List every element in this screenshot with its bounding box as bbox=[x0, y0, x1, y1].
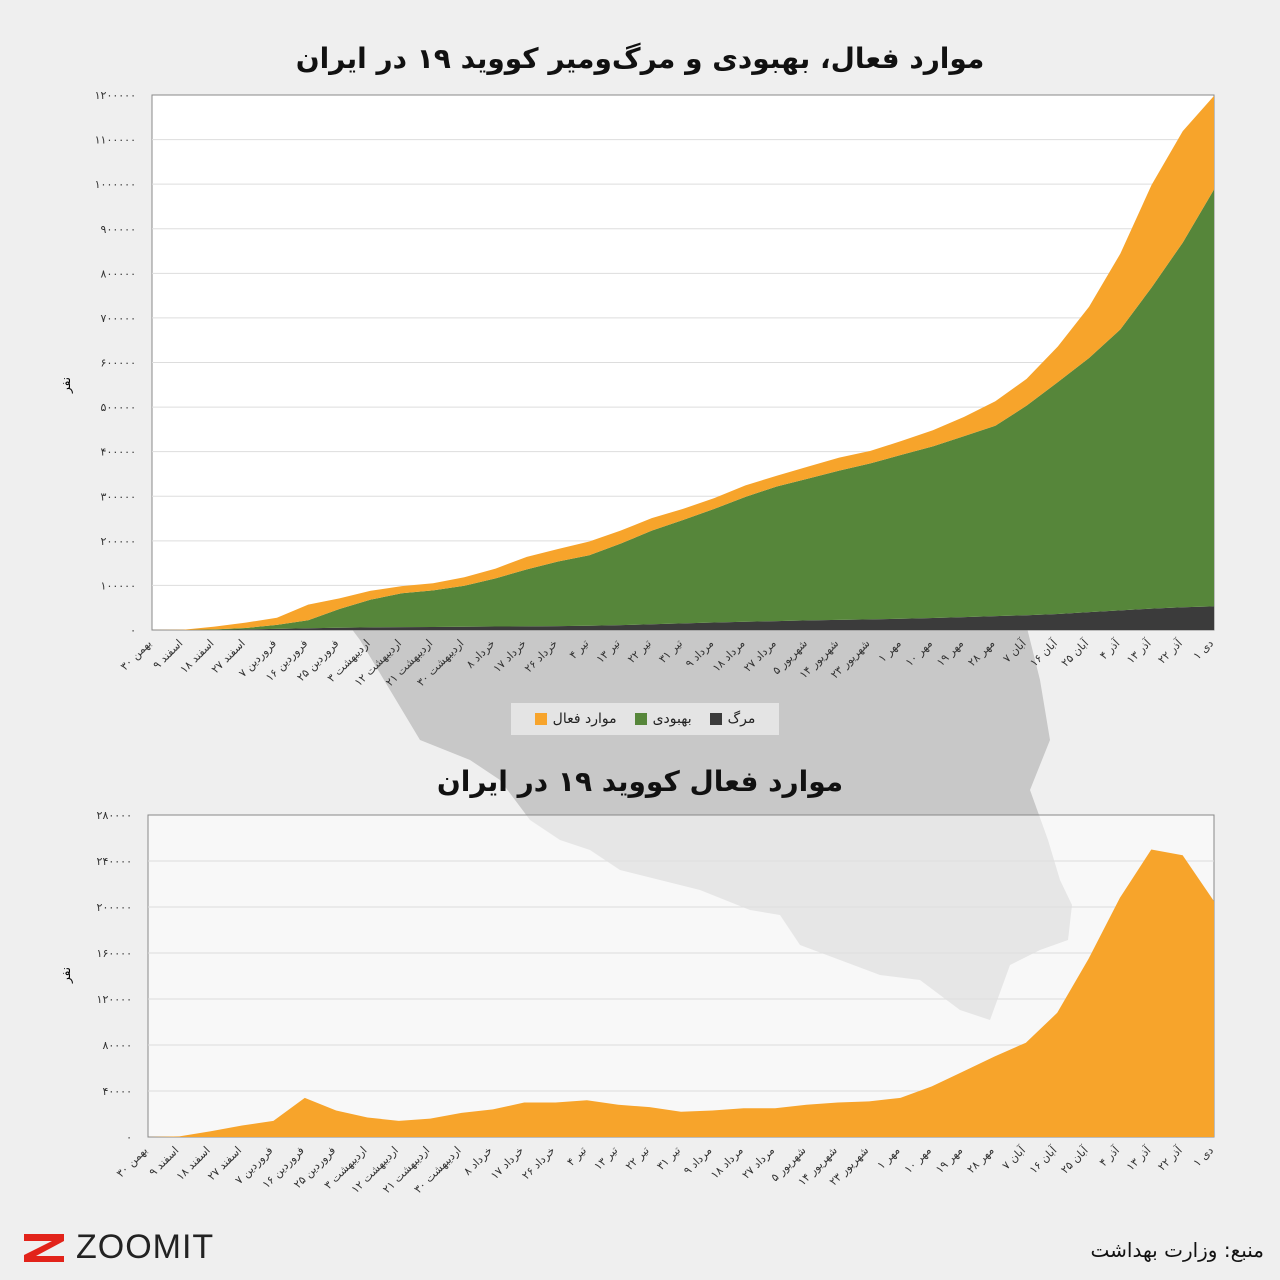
source-credit: منبع: وزارت بهداشت bbox=[1090, 1238, 1264, 1262]
x-tick-label: ۱۷ خرداد bbox=[488, 1144, 526, 1182]
y-tick-label: ۱۶۰۰۰۰ bbox=[97, 947, 132, 960]
x-tick-label: ۲۸ مهر bbox=[965, 1144, 997, 1176]
x-tick-label: ۱۸ مرداد bbox=[708, 1144, 746, 1182]
area-series bbox=[148, 849, 1214, 1137]
legend-label-active: موارد فعال bbox=[552, 711, 617, 727]
y-tick-label: ۷۰۰۰۰۰ bbox=[101, 312, 136, 325]
x-tick-label: ۴ تیر bbox=[564, 1144, 589, 1169]
y-tick-label: ۴۰۰۰۰۰ bbox=[101, 446, 136, 459]
x-tick-label: ۱۳ آذر bbox=[1123, 1143, 1154, 1174]
legend-swatch-active bbox=[534, 713, 547, 725]
zoomit-logo-text: ZOOMIT bbox=[76, 1228, 215, 1266]
y-tick-label: ۲۴۰۰۰۰ bbox=[97, 855, 132, 868]
zoomit-logo: ZOOMIT bbox=[22, 1228, 214, 1267]
x-tick-label: ۲۲ تیر bbox=[623, 1144, 652, 1173]
y-tick-label: ۲۰۰۰۰۰ bbox=[97, 901, 132, 914]
y-tick-label: ۵۰۰۰۰۰ bbox=[101, 401, 136, 414]
y-tick-label: ۱۲۰۰۰۰۰ bbox=[95, 89, 136, 102]
chart1-areas bbox=[152, 95, 1214, 631]
y-tick-label: ۲۸۰۰۰۰ bbox=[97, 809, 132, 822]
x-tick-label: ۴ آذر bbox=[1096, 1143, 1123, 1170]
chart2-areas bbox=[148, 849, 1214, 1137]
legend-swatch-death bbox=[709, 713, 722, 725]
y-tick-label: ۱۱۰۰۰۰۰ bbox=[95, 134, 136, 147]
x-tick-label: ۱۸ اسفند bbox=[174, 1144, 213, 1183]
y-tick-label: ۱۰۰۰۰۰۰ bbox=[95, 178, 136, 191]
legend-label-death: مرگ bbox=[727, 711, 756, 727]
y-tick-label: ۶۰۰۰۰۰ bbox=[101, 357, 136, 370]
legend-item-recovered: بهبودی bbox=[634, 711, 692, 727]
zoomit-logo-icon bbox=[24, 1233, 64, 1262]
x-tick-label: ۳۰ بهمن bbox=[114, 1144, 150, 1180]
chart1-title: موارد فعال، بهبودی و مرگ‌ومیر کووید ۱۹ د… bbox=[295, 42, 985, 75]
chart1-y-axis-label: نفر bbox=[59, 377, 74, 394]
x-tick-label: ۱۰ مهر bbox=[902, 1144, 934, 1176]
y-tick-label: ۸۰۰۰۰۰ bbox=[101, 267, 136, 280]
y-tick-label: ۱۲۰۰۰۰ bbox=[97, 993, 132, 1006]
x-tick-label: ۷ آبان bbox=[999, 1143, 1029, 1173]
y-tick-label: ۱۰۰۰۰۰ bbox=[101, 579, 136, 592]
x-tick-label: ۱۶ آبان bbox=[1026, 1143, 1060, 1177]
legend-item-active: موارد فعال bbox=[534, 711, 617, 727]
chart1-legend: موارد فعال بهبودی مرگ bbox=[511, 703, 779, 735]
x-tick-label: ۳۱ تیر bbox=[654, 1144, 683, 1173]
y-tick-label: ۹۰۰۰۰۰ bbox=[101, 223, 136, 236]
area-series bbox=[152, 189, 1214, 630]
x-tick-label: ۱ مهر bbox=[875, 1144, 903, 1172]
x-tick-label: ۲۵ آبان bbox=[1058, 1143, 1092, 1177]
legend-swatch-recovered bbox=[634, 713, 647, 725]
x-tick-label: ۲۲ آذر bbox=[1155, 1143, 1186, 1174]
y-tick-label: ۳۰۰۰۰۰ bbox=[101, 490, 136, 503]
x-tick-label: ۲۶ خرداد bbox=[519, 1144, 557, 1182]
chart2-title: موارد فعال کووید ۱۹ در ایران bbox=[436, 765, 844, 798]
x-tick-label: ۱۳ تیر bbox=[592, 1144, 621, 1173]
chart1-plot: ۰ ۱۰۰۰۰۰ ۲۰۰۰۰۰ ۳۰۰۰۰۰ ۴۰۰۰۰۰ ۵۰۰۰۰۰ ۶۰۰۰۰۰ ۷۰۰… bbox=[59, 89, 1216, 689]
legend-item-death: مرگ bbox=[709, 711, 756, 727]
chart2-y-axis-label: نفر bbox=[59, 967, 74, 984]
x-tick-label: ۱ دی bbox=[1191, 1144, 1216, 1169]
chart2-y-ticks: ۰ ۴۰۰۰۰ ۸۰۰۰۰ ۱۲۰۰۰۰ ۱۶۰۰۰۰ ۲۰۰۰۰۰ ۲۴۰۰۰۰ ۲۸۰۰۰… bbox=[97, 809, 132, 1144]
chart2-gridlines bbox=[148, 860, 1214, 1092]
legend-label-recovered: بهبودی bbox=[652, 711, 692, 727]
x-tick-label: ۱۹ مهر bbox=[933, 1144, 965, 1176]
y-tick-label: ۴۰۰۰۰ bbox=[102, 1085, 132, 1098]
y-tick-label: ۸۰۰۰۰ bbox=[102, 1039, 132, 1052]
y-tick-label: ۲۰۰۰۰۰ bbox=[101, 535, 136, 548]
y-tick-label: ۰ bbox=[126, 1131, 132, 1144]
chart1-y-ticks: ۰ ۱۰۰۰۰۰ ۲۰۰۰۰۰ ۳۰۰۰۰۰ ۴۰۰۰۰۰ ۵۰۰۰۰۰ ۶۰۰۰۰۰ ۷۰۰… bbox=[95, 89, 136, 637]
y-tick-label: ۰ bbox=[130, 624, 136, 637]
area-series bbox=[152, 606, 1214, 630]
